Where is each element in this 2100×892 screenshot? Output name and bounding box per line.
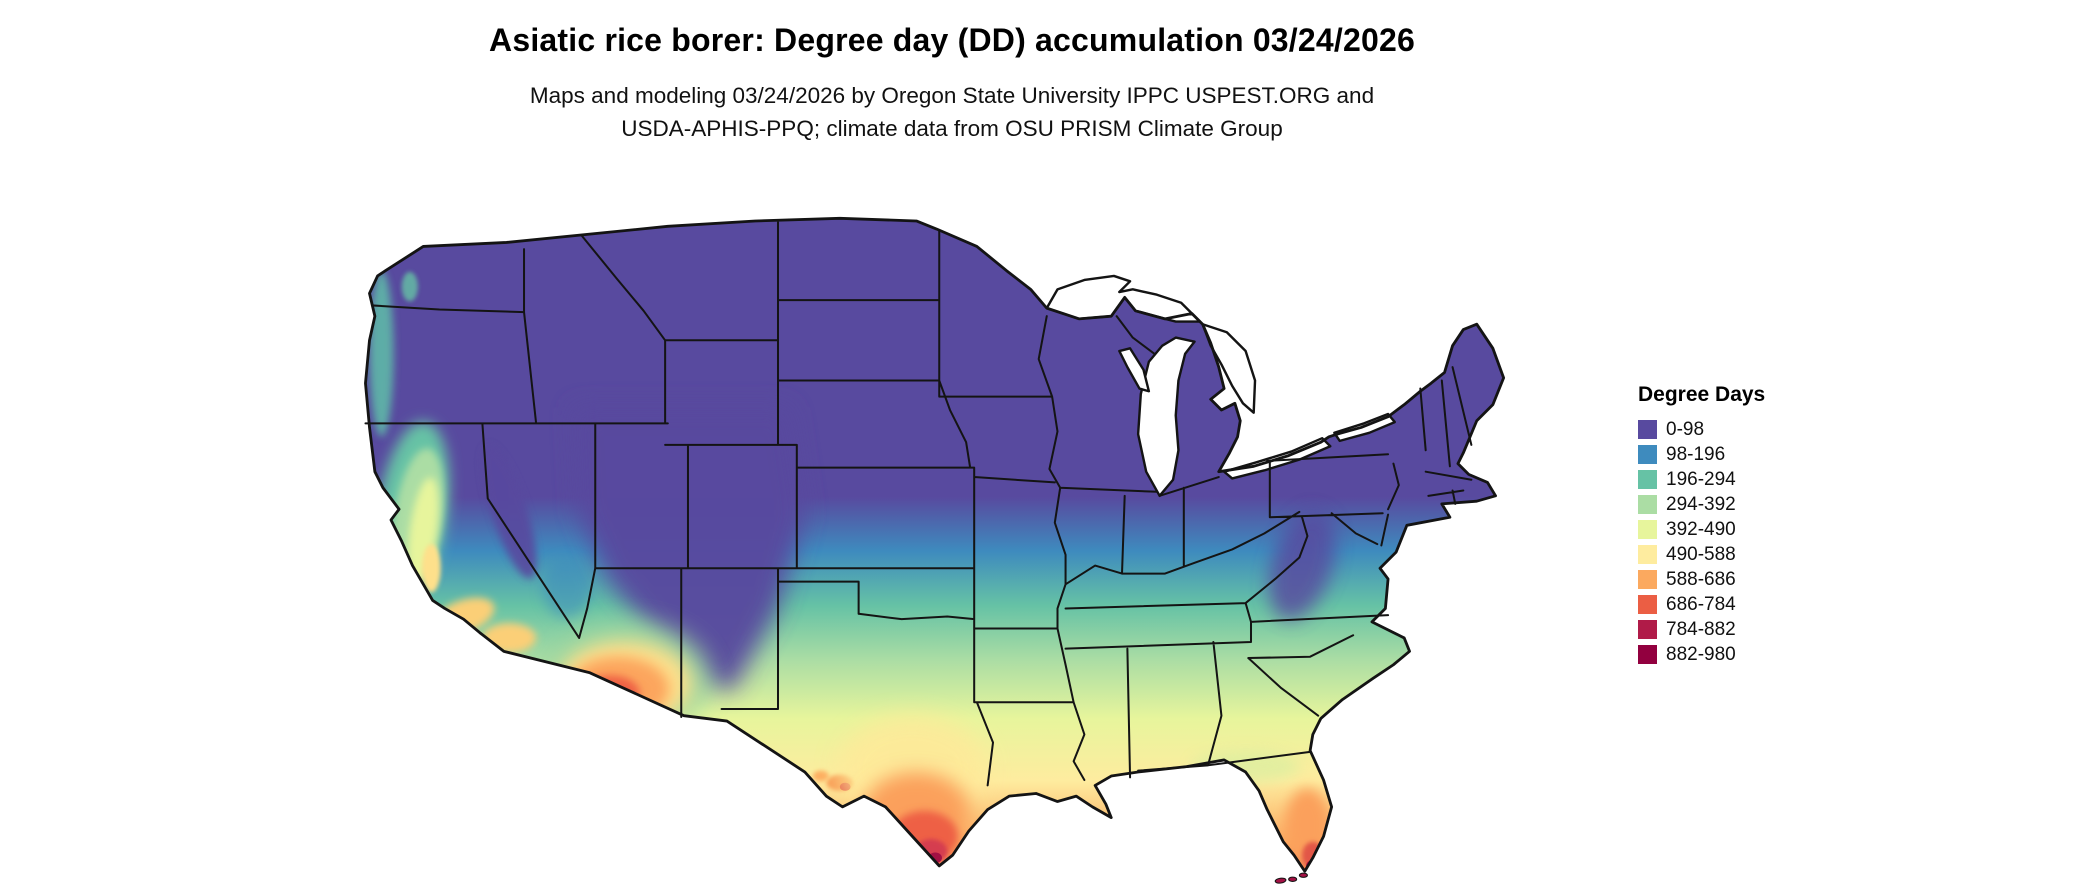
legend-swatch <box>1638 645 1657 664</box>
legend-item: 98-196 <box>1638 442 1765 467</box>
legend-item: 392-490 <box>1638 517 1765 542</box>
legend-item: 588-686 <box>1638 567 1765 592</box>
legend-swatch <box>1638 495 1657 514</box>
us-degree-day-map <box>305 166 1595 890</box>
legend-label: 196-294 <box>1666 468 1736 490</box>
florida-keys <box>1274 872 1308 884</box>
map-subtitle-line1: Maps and modeling 03/24/2026 by Oregon S… <box>529 83 1375 108</box>
legend-item: 196-294 <box>1638 467 1765 492</box>
legend-item: 882-980 <box>1638 642 1765 667</box>
legend-item: 490-588 <box>1638 542 1765 567</box>
us-outline <box>364 216 1506 873</box>
legend-label: 686-784 <box>1666 593 1736 615</box>
legend: Degree Days 0-98 98-196 196-294 294-392 392-… <box>1638 383 1765 667</box>
legend-item: 686-784 <box>1638 592 1765 617</box>
map-subtitle: Maps and modeling 03/24/2026 by Oregon S… <box>0 79 1904 145</box>
legend-swatch <box>1638 545 1657 564</box>
legend-item: 0-98 <box>1638 417 1765 442</box>
legend-item: 784-882 <box>1638 617 1765 642</box>
legend-label: 784-882 <box>1666 618 1736 640</box>
state-borders <box>364 221 1473 787</box>
legend-swatch <box>1638 520 1657 539</box>
legend-label: 294-392 <box>1666 493 1736 515</box>
legend-swatch <box>1638 470 1657 489</box>
legend-label: 490-588 <box>1666 543 1736 565</box>
legend-swatch <box>1638 570 1657 589</box>
map-header: Asiatic rice borer: Degree day (DD) accu… <box>0 22 1904 145</box>
lake-michigan <box>1136 336 1196 498</box>
legend-label: 882-980 <box>1666 643 1736 665</box>
legend-label: 0-98 <box>1666 418 1705 440</box>
legend-item: 294-392 <box>1638 492 1765 517</box>
us-map-svg <box>364 216 1506 884</box>
legend-items: 0-98 98-196 196-294 294-392 392-490 490-588 58… <box>1638 417 1765 667</box>
map-title: Asiatic rice borer: Degree day (DD) accu… <box>489 22 1415 58</box>
legend-swatch <box>1638 620 1657 639</box>
legend-label: 588-686 <box>1666 568 1736 590</box>
legend-swatch <box>1638 595 1657 614</box>
legend-label: 392-490 <box>1666 518 1736 540</box>
legend-title: Degree Days <box>1638 383 1766 406</box>
map-subtitle-line2: USDA-APHIS-PPQ; climate data from OSU PR… <box>621 116 1283 141</box>
legend-label: 98-196 <box>1666 443 1726 465</box>
legend-swatch <box>1638 445 1657 464</box>
green-bay <box>1118 347 1151 393</box>
legend-swatch <box>1638 420 1657 439</box>
degree-day-color-field <box>365 218 1504 872</box>
